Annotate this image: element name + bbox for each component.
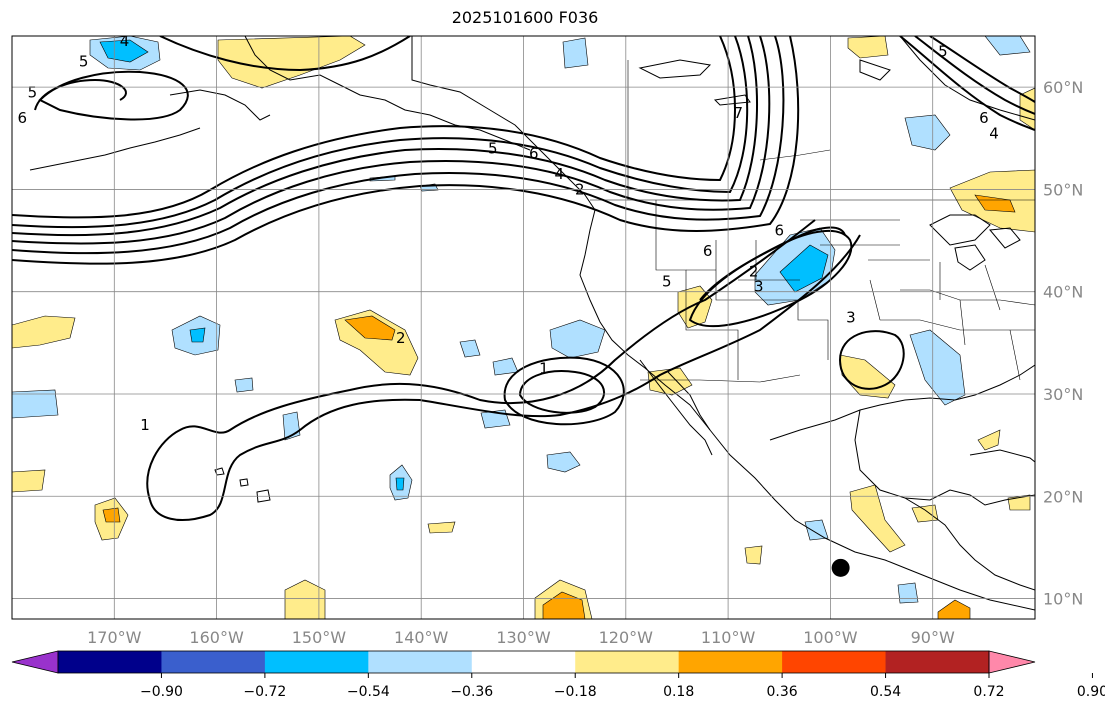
colorbar-tick-label: −0.90 — [140, 684, 183, 700]
contour-label: 1 — [539, 360, 549, 378]
height-contours — [12, 36, 1035, 521]
latitude-labels: 10°N 20°N 30°N 40°N 50°N 60°N — [1043, 78, 1083, 608]
lat-label: 60°N — [1043, 78, 1083, 97]
colorbar-tick-label: 0.18 — [663, 684, 694, 700]
contour-label: 5 — [938, 42, 948, 60]
contour-label: 4 — [120, 32, 130, 50]
colorbar-segment — [58, 651, 162, 673]
longitude-labels: 170°W 160°W 150°W 140°W 130°W 120°W 110°W 100°W… — [87, 628, 955, 647]
map-frame — [11, 35, 1036, 620]
lon-label: 130°W — [496, 628, 551, 647]
contour-label: 6 — [979, 109, 989, 127]
contour-label: 6 — [774, 221, 784, 239]
colorbar-tick-label: −0.54 — [347, 684, 390, 700]
contour-label: 2 — [749, 262, 759, 280]
contour-label: 5 — [488, 140, 498, 158]
colorbar: −0.90 −0.72 −0.54 −0.36 −0.18 0.18 0.36 0.54 0.7… — [11, 650, 1105, 700]
contour-label: 3 — [846, 308, 856, 326]
colorbar-tick-label: 0.36 — [767, 684, 798, 700]
colorbar-segment — [161, 651, 266, 673]
colorbar-tick-label: −0.18 — [554, 684, 597, 700]
lat-label: 50°N — [1043, 180, 1083, 199]
contour-label: 1 — [140, 416, 150, 434]
marker-dot — [831, 558, 850, 577]
colorbar-tick-label: −0.36 — [450, 684, 493, 700]
colorbar-tick-label: 0.72 — [973, 684, 1004, 700]
colorbar-segment — [678, 651, 783, 673]
colorbar-segment — [471, 651, 576, 673]
lon-label: 170°W — [87, 628, 142, 647]
gridlines — [12, 36, 1035, 619]
contour-label: 6 — [17, 109, 27, 127]
colorbar-segment — [782, 651, 887, 673]
colorbar-extend-high — [988, 650, 1036, 674]
contour-label: 3 — [754, 278, 764, 296]
lon-label: 90°W — [911, 628, 955, 647]
contour-label: 7 — [734, 104, 744, 122]
colorbar-tick-label: 0.90 — [1077, 684, 1105, 700]
contour-label: 4 — [989, 124, 999, 142]
lon-label: 160°W — [189, 628, 244, 647]
contour-label: 6 — [703, 242, 713, 260]
contour-label: 4 — [555, 165, 565, 183]
colorbar-segment — [264, 651, 369, 673]
colorbar-extend-low — [11, 650, 59, 674]
lat-label: 40°N — [1043, 283, 1083, 302]
colorbar-tick-label: 0.54 — [870, 684, 901, 700]
contour-label: 5 — [28, 83, 38, 101]
colorbar-segment — [368, 651, 473, 673]
colorbar-border — [57, 650, 990, 674]
lat-label: 20°N — [1043, 487, 1083, 506]
lon-label: 100°W — [803, 628, 858, 647]
lon-label: 110°W — [701, 628, 756, 647]
colorbar-tick-label: −0.72 — [243, 684, 286, 700]
map-title: 2025101600 F036 — [451, 8, 599, 27]
lon-label: 140°W — [394, 628, 449, 647]
contour-label: 2 — [396, 329, 406, 347]
lat-label: 30°N — [1043, 385, 1083, 404]
contour-label: 6 — [529, 145, 539, 163]
shaded-anomalies — [12, 36, 1035, 619]
contour-label: 5 — [662, 273, 672, 291]
lon-label: 150°W — [292, 628, 347, 647]
lon-label: 120°W — [599, 628, 654, 647]
colorbar-segment — [575, 651, 680, 673]
colorbar-segment — [885, 651, 990, 673]
lat-label: 10°N — [1043, 590, 1083, 609]
contour-label: 5 — [79, 53, 89, 71]
